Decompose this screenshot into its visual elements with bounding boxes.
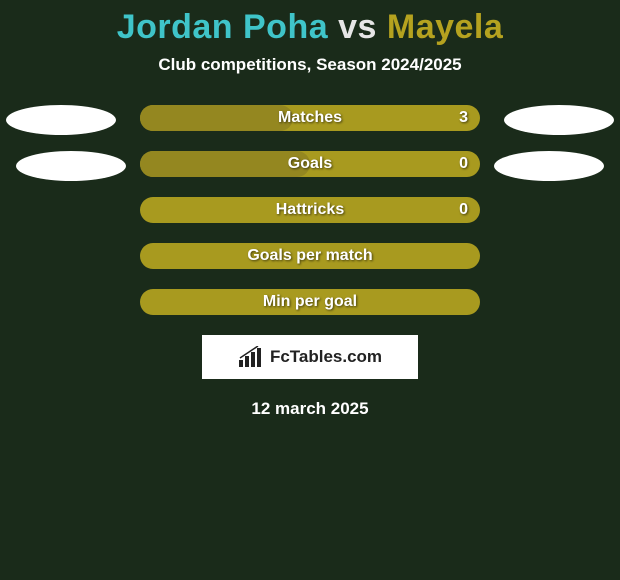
stat-bars: Matches 3 Goals 0 Hattricks 0 Goals per … [140, 105, 480, 315]
stat-row-matches: Matches 3 [140, 105, 480, 131]
stat-label: Min per goal [263, 293, 357, 311]
bar-fill [140, 105, 293, 131]
player1-name: Jordan Poha [117, 8, 328, 46]
stat-value: 0 [459, 201, 468, 219]
stat-row-hattricks: Hattricks 0 [140, 197, 480, 223]
stat-label: Matches [278, 109, 342, 127]
stats-area: Matches 3 Goals 0 Hattricks 0 Goals per … [0, 105, 620, 419]
comparison-card: Jordan Poha vs Mayela Club competitions,… [0, 0, 620, 419]
player2-name: Mayela [387, 8, 503, 46]
stat-value: 3 [459, 109, 468, 127]
bar-fill [140, 151, 310, 177]
vs-text: vs [338, 8, 377, 46]
logo-box: FcTables.com [202, 335, 418, 379]
subtitle: Club competitions, Season 2024/2025 [0, 55, 620, 75]
decorative-ellipse [504, 105, 614, 135]
stat-row-goals-per-match: Goals per match [140, 243, 480, 269]
decorative-ellipse [494, 151, 604, 181]
logo-text: FcTables.com [270, 347, 382, 367]
stat-row-goals: Goals 0 [140, 151, 480, 177]
stat-row-min-per-goal: Min per goal [140, 289, 480, 315]
title: Jordan Poha vs Mayela [0, 8, 620, 47]
stat-value: 0 [459, 155, 468, 173]
stat-label: Goals per match [247, 247, 372, 265]
date-label: 12 march 2025 [0, 399, 620, 419]
stat-label: Goals [288, 155, 332, 173]
stat-label: Hattricks [276, 201, 344, 219]
decorative-ellipse [6, 105, 116, 135]
chart-icon [238, 346, 264, 368]
decorative-ellipse [16, 151, 126, 181]
